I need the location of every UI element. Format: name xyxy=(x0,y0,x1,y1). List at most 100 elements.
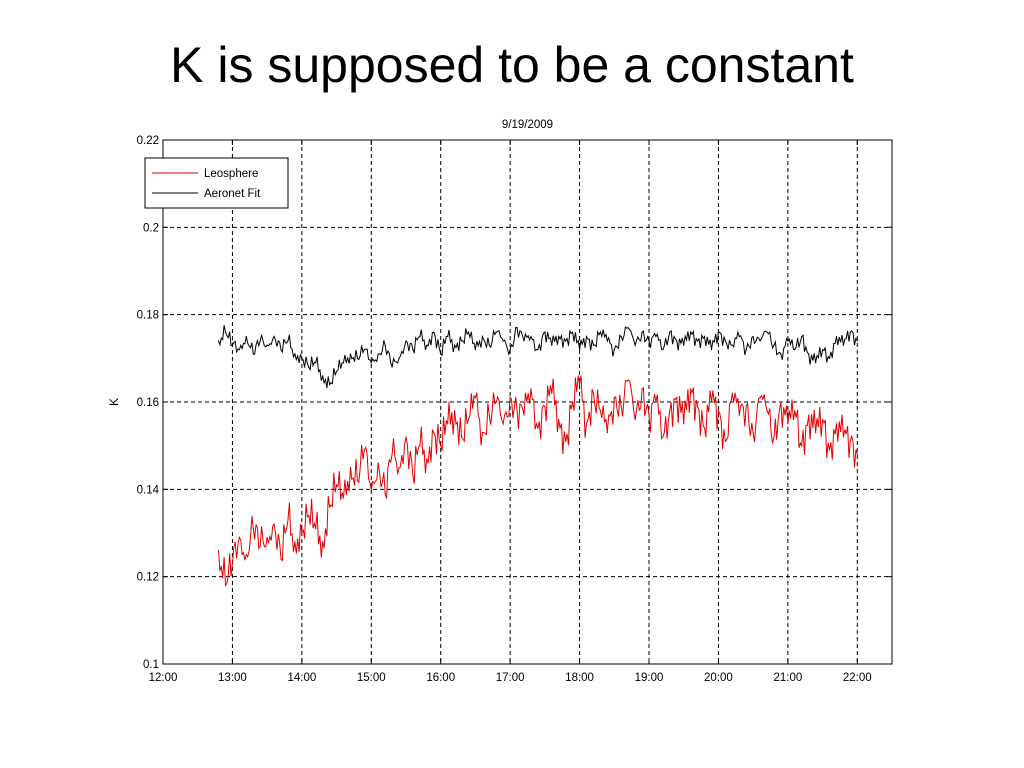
y-tick-label: 0.2 xyxy=(143,222,159,234)
data-point xyxy=(502,423,504,425)
data-point xyxy=(683,423,685,425)
data-point xyxy=(308,366,310,368)
data-point xyxy=(384,493,386,495)
data-point xyxy=(655,401,657,403)
data-point xyxy=(530,388,532,390)
data-point xyxy=(572,401,574,403)
data-point xyxy=(398,466,400,469)
data-point xyxy=(308,514,310,517)
data-point xyxy=(766,410,768,412)
data-point xyxy=(412,475,414,477)
data-point xyxy=(447,335,449,338)
data-point xyxy=(558,418,560,421)
data-point xyxy=(731,344,733,346)
data-point xyxy=(391,366,393,368)
data-point xyxy=(384,344,386,346)
data-point xyxy=(502,340,504,342)
data-point xyxy=(537,349,539,351)
data-point xyxy=(641,388,643,390)
x-tick-label: 13:00 xyxy=(218,672,247,684)
x-tick-label: 21:00 xyxy=(773,672,802,684)
data-point xyxy=(426,344,428,346)
data-point xyxy=(565,340,567,342)
data-point xyxy=(620,405,622,407)
data-point xyxy=(447,423,449,425)
y-tick-label: 0.22 xyxy=(137,135,159,147)
data-point xyxy=(551,344,553,346)
data-point xyxy=(578,349,581,351)
axis-ticks: 12:00 13:00 14:00 15:00 16:00 17:00 18:00 19:00… xyxy=(137,135,892,684)
data-point xyxy=(356,357,358,359)
x-tick-label: 12:00 xyxy=(149,672,178,684)
data-point xyxy=(683,344,685,346)
data-point xyxy=(294,541,296,543)
y-tick-label: 0.16 xyxy=(137,397,159,409)
data-point xyxy=(835,335,838,338)
data-point xyxy=(301,357,303,359)
data-point xyxy=(433,331,435,333)
data-point xyxy=(690,388,692,390)
x-tick-label: 14:00 xyxy=(287,672,316,684)
data-point xyxy=(856,453,858,455)
data-point xyxy=(301,532,303,534)
data-point xyxy=(717,410,720,412)
data-point xyxy=(440,353,442,355)
data-point xyxy=(627,379,629,381)
data-point xyxy=(697,340,699,342)
data-point xyxy=(252,528,254,530)
data-point xyxy=(752,431,754,434)
data-point xyxy=(773,344,775,346)
data-point xyxy=(655,335,657,338)
data-point xyxy=(405,436,407,438)
legend-box xyxy=(144,157,289,209)
data-point xyxy=(731,392,733,394)
data-point xyxy=(662,436,664,438)
data-point xyxy=(565,440,567,442)
data-point xyxy=(697,405,699,407)
data-point xyxy=(280,558,282,560)
data-point xyxy=(460,340,463,342)
data-point xyxy=(419,335,421,338)
data-point xyxy=(322,541,324,543)
y-tick-label: 0.12 xyxy=(137,572,159,584)
data-point xyxy=(217,549,220,552)
data-point xyxy=(238,349,240,351)
data-point xyxy=(849,331,851,333)
data-point xyxy=(544,405,546,407)
data-point xyxy=(516,327,518,329)
data-point xyxy=(703,335,706,338)
data-point xyxy=(273,523,275,525)
data-point xyxy=(329,506,331,508)
data-point xyxy=(273,335,275,338)
data-point xyxy=(551,392,553,394)
x-tick-label: 19:00 xyxy=(635,672,664,684)
data-point xyxy=(481,431,483,434)
data-point xyxy=(752,335,754,338)
data-point xyxy=(433,431,435,434)
data-point xyxy=(454,410,456,412)
data-point xyxy=(544,331,546,333)
data-point xyxy=(606,340,608,342)
data-point xyxy=(648,414,650,416)
data-point xyxy=(690,331,692,333)
data-point xyxy=(648,340,650,342)
legend-label-aeronet-fit: Aeronet Fit xyxy=(204,188,261,200)
data-point xyxy=(669,331,671,333)
data-point xyxy=(412,349,414,351)
data-point xyxy=(516,410,518,412)
data-point xyxy=(745,349,747,351)
data-point xyxy=(842,344,845,346)
data-point xyxy=(780,353,782,355)
data-point xyxy=(710,401,713,403)
data-point xyxy=(606,431,608,434)
data-point xyxy=(662,349,664,351)
data-point xyxy=(780,401,782,403)
data-point xyxy=(634,344,636,346)
data-point xyxy=(419,445,421,447)
data-point xyxy=(558,335,560,338)
data-point xyxy=(329,383,331,386)
data-point xyxy=(217,340,220,342)
data-point xyxy=(509,349,511,351)
x-tick-label: 20:00 xyxy=(704,672,733,684)
